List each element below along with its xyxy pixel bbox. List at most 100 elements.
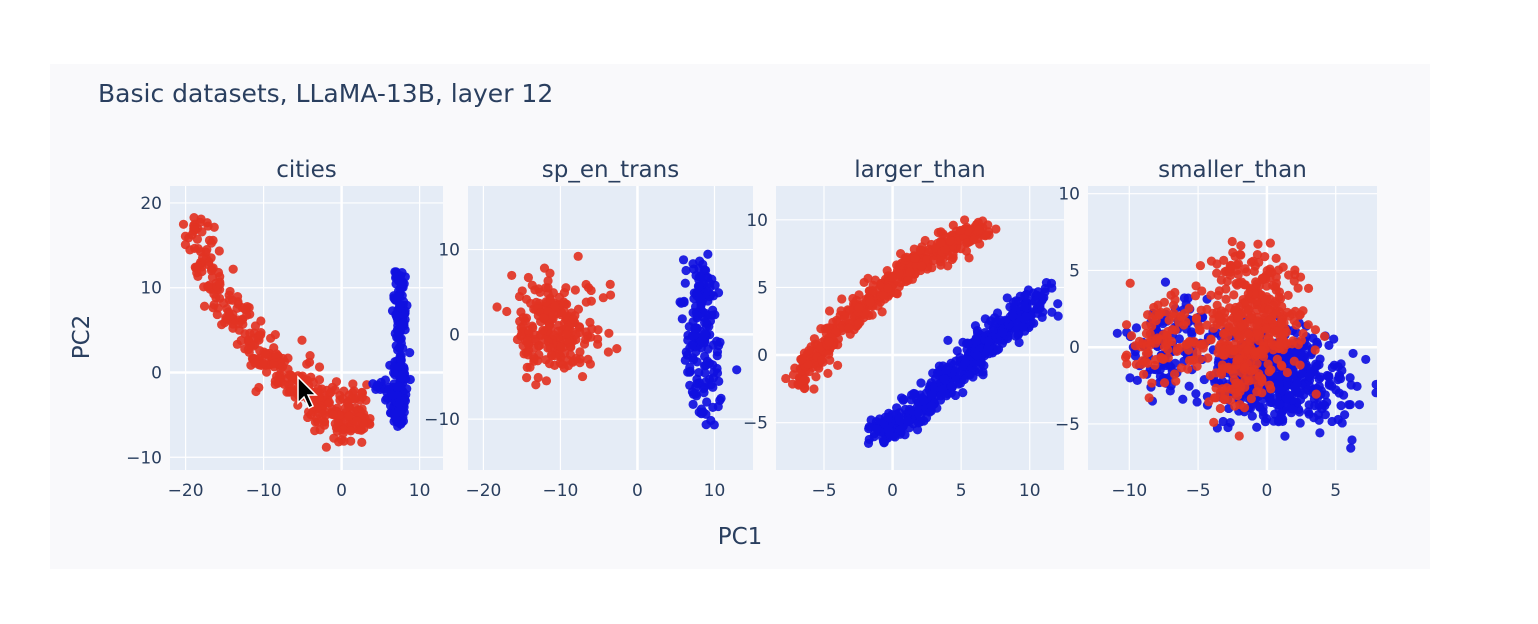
scatter-point: [612, 344, 622, 354]
scatter-point: [1215, 403, 1225, 414]
scatter-point: [919, 396, 929, 406]
scatter-point: [585, 317, 595, 327]
scatter-point: [1125, 278, 1135, 288]
scatter-point: [696, 336, 706, 346]
x-tick-label: −5: [811, 481, 836, 501]
scatter-point: [699, 382, 710, 392]
scatter-point: [603, 347, 613, 357]
scatter-point: [1251, 328, 1262, 338]
scatter-point: [681, 265, 691, 276]
scatter-point: [1222, 363, 1232, 373]
scatter-point: [823, 368, 833, 378]
scatter-point: [314, 362, 325, 372]
scatter-point: [1021, 311, 1031, 322]
scatter-point: [926, 401, 936, 411]
x-tick-label: −20: [168, 481, 204, 501]
scatter-point: [1290, 265, 1300, 275]
scatter-point: [1240, 362, 1250, 373]
scatter-point: [804, 345, 814, 355]
scatter-point: [1271, 253, 1281, 264]
scatter-point: [1131, 323, 1142, 333]
scatter-point: [197, 252, 208, 263]
x-tick-label: 0: [887, 481, 898, 501]
scatter-point: [883, 412, 893, 423]
scatter-point: [935, 238, 946, 248]
scatter-point: [1249, 266, 1259, 277]
scatter-point: [228, 264, 238, 274]
scatter-point: [1310, 325, 1321, 335]
scatter-point: [1234, 431, 1244, 441]
scatter-point: [1327, 381, 1337, 391]
scatter-point: [392, 382, 402, 393]
scatter-point: [837, 294, 847, 304]
scatter-point: [817, 355, 827, 365]
scatter-point: [687, 340, 697, 350]
subplots-canvas[interactable]: −20 −10 0 10 −10 0 10 20 cities −20 −10 0 10 −10 0 10 sp…: [50, 64, 1430, 569]
y-tick-label: −5: [1055, 415, 1080, 435]
scatter-point: [732, 365, 742, 375]
scatter-point: [539, 313, 549, 323]
scatter-point: [314, 375, 325, 385]
scatter-point: [1329, 334, 1339, 344]
scatter-point: [270, 376, 280, 386]
scatter-point: [1253, 239, 1263, 249]
scatter-point: [568, 314, 578, 324]
scatter-point: [1226, 384, 1236, 394]
scatter-point: [260, 349, 270, 359]
scatter-point: [1209, 417, 1219, 427]
scatter-point: [1273, 417, 1284, 427]
scatter-point: [958, 337, 968, 347]
scatter-point: [1195, 260, 1206, 271]
scatter-point: [371, 384, 381, 394]
scatter-point: [1150, 354, 1161, 365]
scatter-point: [1132, 375, 1142, 386]
scatter-point: [688, 353, 698, 363]
scatter-point: [702, 397, 712, 407]
scatter-point: [224, 290, 234, 300]
y-tick-label: 10: [438, 241, 460, 261]
scatter-point: [321, 442, 331, 452]
scatter-point: [242, 301, 252, 312]
scatter-point: [1273, 265, 1284, 275]
scatter-point: [1142, 310, 1153, 320]
scatter-point: [303, 412, 313, 423]
data-points: [781, 215, 1063, 448]
scatter-point: [1244, 305, 1254, 315]
scatter-point: [206, 266, 217, 276]
scatter-point: [339, 386, 349, 396]
scatter-point: [692, 374, 702, 384]
scatter-point: [346, 426, 356, 436]
scatter-point: [1212, 268, 1222, 278]
scatter-point: [1143, 358, 1153, 368]
scatter-point: [903, 275, 913, 286]
scatter-point: [1324, 340, 1334, 351]
scatter-point: [1242, 371, 1253, 381]
scatter-point: [1338, 390, 1349, 400]
scatter-point: [1187, 329, 1197, 339]
scatter-point: [675, 297, 685, 307]
scatter-point: [887, 272, 897, 282]
scatter-point: [1192, 397, 1202, 407]
scatter-point: [1344, 400, 1354, 410]
scatter-point: [1218, 329, 1229, 339]
scatter-point: [357, 437, 367, 447]
scatter-point: [1282, 367, 1292, 378]
scatter-point: [1257, 274, 1267, 284]
scatter-point: [315, 425, 325, 435]
scatter-point: [605, 279, 615, 289]
scatter-point: [983, 336, 993, 346]
scatter-point: [1295, 272, 1306, 282]
scatter-point: [357, 404, 367, 414]
scatter-point: [1246, 393, 1256, 404]
scatter-point: [1030, 296, 1040, 306]
scatter-point: [960, 215, 970, 225]
scatter-point: [1112, 328, 1122, 338]
scatter-point: [901, 252, 912, 262]
scatter-point: [605, 290, 616, 300]
scatter-point: [1293, 283, 1303, 293]
scatter-point: [583, 354, 593, 364]
scatter-point: [1308, 333, 1318, 343]
scatter-point: [1164, 315, 1174, 325]
scatter-point: [352, 415, 362, 426]
scatter-point: [203, 221, 213, 231]
